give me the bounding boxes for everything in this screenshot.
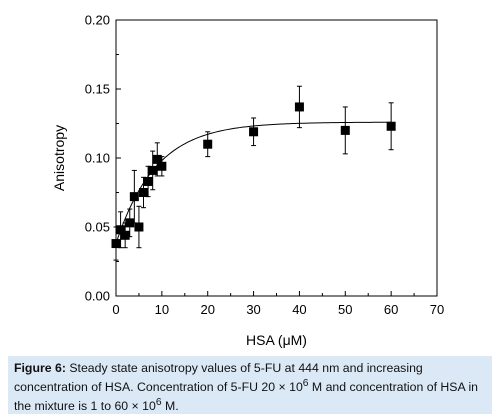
data-point-marker: [157, 161, 167, 171]
x-tick-label: 10: [155, 302, 169, 317]
figure-caption: Figure 6: Steady state anisotropy values…: [8, 356, 492, 414]
data-point-marker: [120, 230, 130, 240]
y-tick-label: 0.10: [85, 151, 110, 166]
data-point-marker: [249, 127, 259, 137]
caption-superscript-2: 6: [155, 397, 162, 409]
x-tick-label: 30: [246, 302, 260, 317]
anisotropy-chart: 0 10 20 30 40 50 60 70 0.00 0.05 0.10 0.15 0.20 HSA…: [51, 13, 444, 349]
y-axis-title: Anisotropy: [51, 125, 67, 191]
x-tick-label: 50: [338, 302, 352, 317]
data-point-marker: [152, 154, 162, 164]
data-point-marker: [148, 165, 158, 175]
caption-text-2: M and concentration of HSA in the mixtur…: [14, 380, 479, 414]
y-tick-label: 0.05: [85, 220, 110, 235]
data-point-marker: [129, 192, 139, 202]
data-point-marker: [143, 176, 153, 186]
caption-superscript-1: 6: [302, 378, 309, 389]
x-axis-ticks: 0 10 20 30 40 50 60 70: [112, 291, 444, 317]
x-tick-label: 0: [112, 302, 119, 317]
x-tick-label: 70: [430, 302, 444, 317]
data-point-marker: [134, 222, 144, 232]
y-tick-label: 0.20: [85, 13, 110, 28]
y-tick-label: 0.15: [85, 82, 110, 97]
data-point-marker: [340, 125, 350, 135]
data-point-marker: [203, 139, 213, 149]
caption-label: Figure 6:: [14, 361, 66, 375]
data-point-marker: [294, 102, 304, 112]
data-point-marker: [116, 225, 126, 235]
data-point-marker: [139, 188, 149, 197]
y-axis-ticks: 0.00 0.05 0.10 0.15 0.20: [85, 13, 121, 304]
x-tick-label: 40: [292, 302, 306, 317]
caption-text-3: M.: [161, 399, 179, 414]
y-tick-label: 0.00: [85, 289, 110, 304]
data-point-marker: [125, 218, 135, 228]
data-point-marker: [111, 239, 121, 249]
data-point-marker: [386, 121, 396, 131]
data-markers: [111, 102, 396, 249]
caption-text-1: Steady state anisotropy values of 5-FU a…: [14, 361, 423, 395]
x-tick-label: 60: [384, 302, 398, 317]
x-tick-label: 20: [200, 302, 214, 317]
x-axis-title: HSA (μM): [246, 332, 307, 348]
